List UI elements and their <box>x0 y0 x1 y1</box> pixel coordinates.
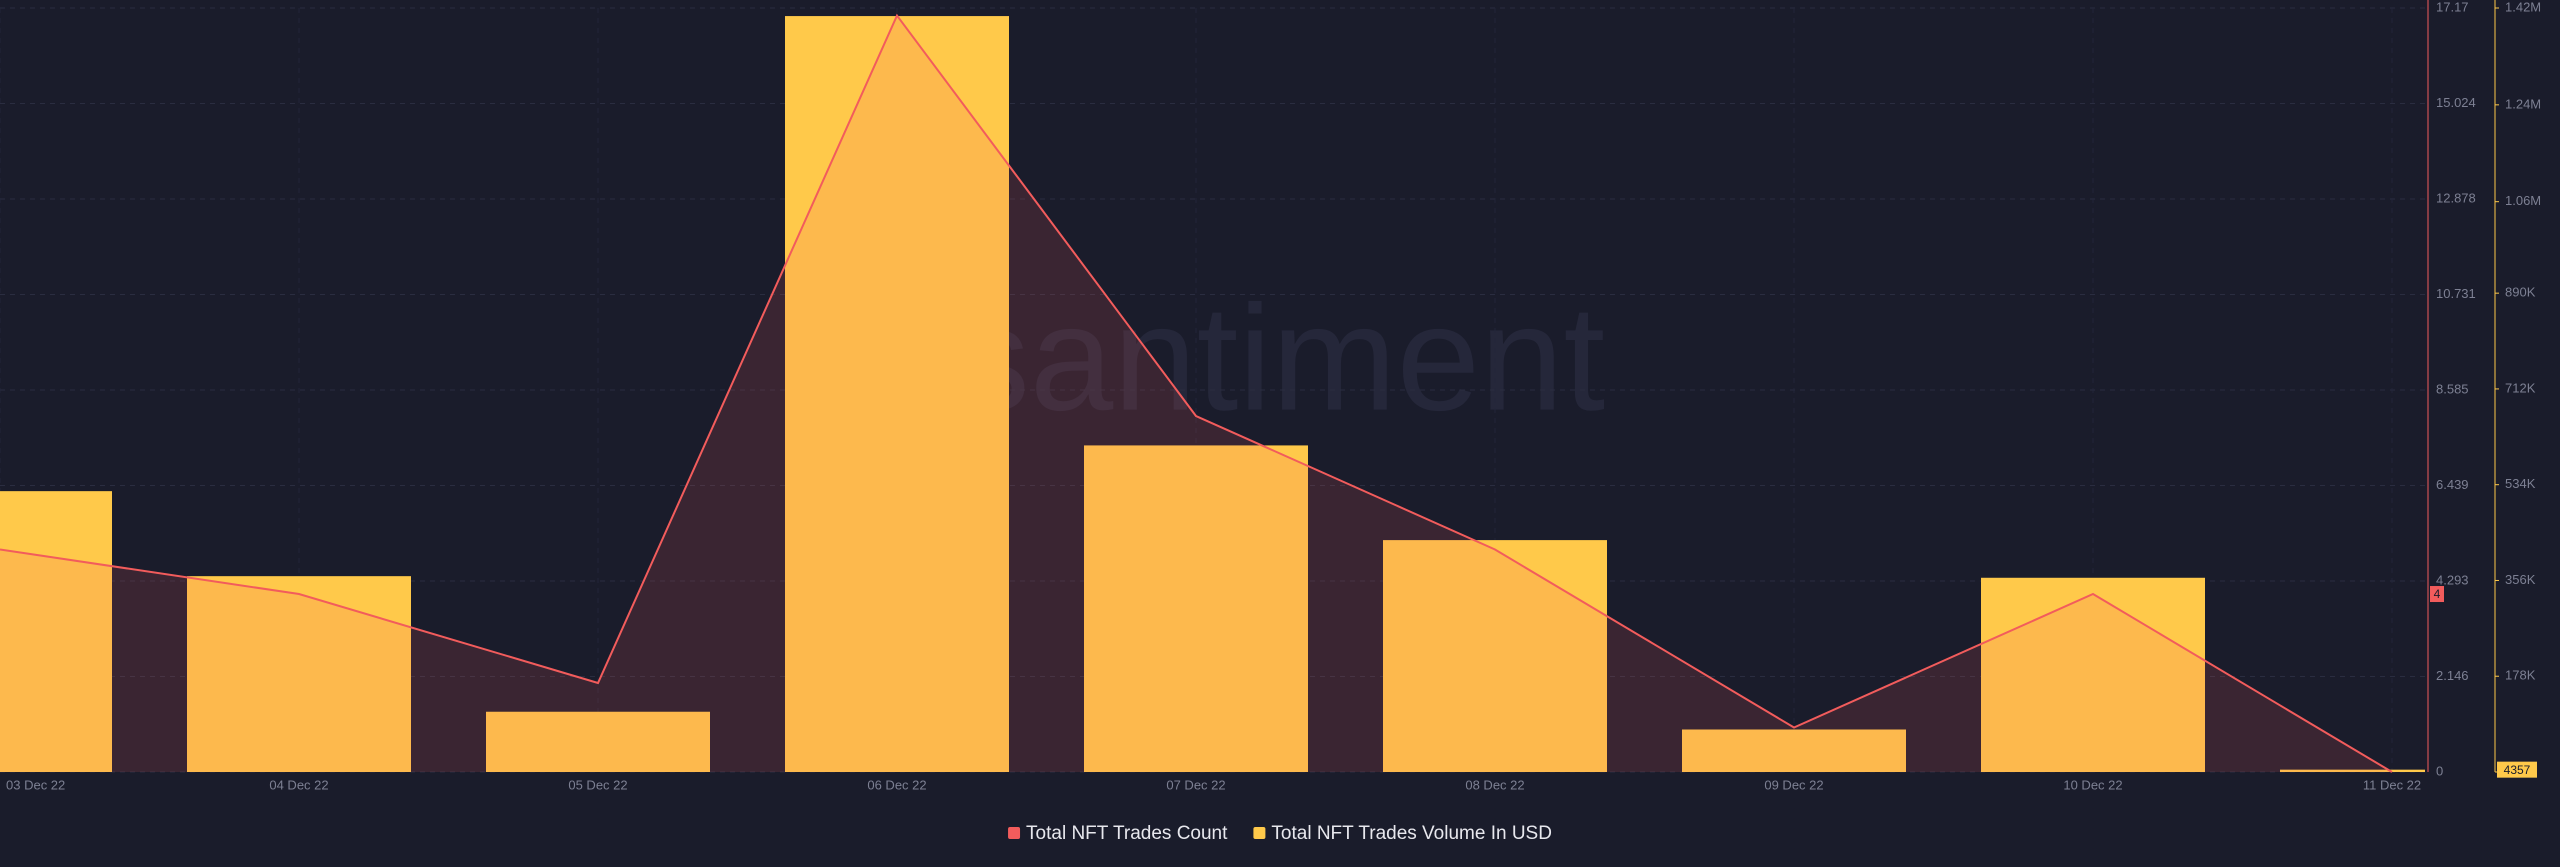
legend-label: Total NFT Trades Count <box>1026 823 1228 844</box>
y-tick-label: 12.878 <box>2436 190 2476 205</box>
x-tick-label: 03 Dec 22 <box>6 777 65 792</box>
y-tick-label: 6.439 <box>2436 477 2469 492</box>
x-tick-label: 11 Dec 22 <box>2363 777 2421 792</box>
bars <box>0 16 2425 772</box>
y2-tick-label: 1.42M <box>2505 0 2541 14</box>
x-tick-label: 05 Dec 22 <box>568 777 627 792</box>
y2-marker-label: 4357 <box>2504 763 2531 777</box>
legend-swatch <box>1253 827 1266 839</box>
y-marker-box <box>2430 586 2444 603</box>
bar <box>785 16 1009 772</box>
y2-tick-label: 178K <box>2505 668 2536 683</box>
legend: Total NFT Trades Count Total NFT Trades V… <box>1008 823 1552 844</box>
bar <box>0 491 112 772</box>
y-tick-label: 15.024 <box>2436 95 2476 110</box>
y2-tick-label: 534K <box>2505 476 2536 491</box>
bar <box>2280 769 2425 772</box>
area <box>0 15 2392 773</box>
y-tick-label: 2.146 <box>2436 668 2469 683</box>
y2-tick-label: 356K <box>2505 572 2536 587</box>
x-tick-label: 04 Dec 22 <box>269 777 328 792</box>
y2-tick-label: 1.06M <box>2505 193 2541 208</box>
line <box>0 13 2393 773</box>
x-tick-label: 10 Dec 22 <box>2063 777 2122 792</box>
x-tick-label: 06 Dec 22 <box>867 777 926 792</box>
bar <box>486 711 710 772</box>
bar <box>1383 540 1607 772</box>
y2-tick-label: 890K <box>2505 285 2536 300</box>
bar <box>1682 729 1906 772</box>
bar <box>1084 445 1308 772</box>
legend-swatch <box>1008 827 1021 839</box>
watermark: santiment <box>955 274 1605 442</box>
bar <box>1981 577 2205 772</box>
y2-tick-label: 712K <box>2505 380 2536 395</box>
y2-tick-label: 1.24M <box>2505 96 2541 111</box>
bar <box>187 576 411 772</box>
legend-label: Total NFT Trades Volume In USD <box>1271 823 1552 844</box>
y-tick-label: 4.293 <box>2436 572 2469 587</box>
y-tick-label: 0 <box>2436 763 2443 778</box>
y-tick-label: 8.585 <box>2436 381 2469 396</box>
y-tick-label: 17.17 <box>2436 0 2469 14</box>
x-tick-label: 08 Dec 22 <box>1465 777 1524 792</box>
y2-marker-box <box>2497 761 2537 778</box>
x-tick-label: 07 Dec 22 <box>1166 777 1225 792</box>
y-marker-label: 4 <box>2434 587 2441 601</box>
x-tick-label: 09 Dec 22 <box>1764 777 1823 792</box>
y-tick-label: 10.731 <box>2436 286 2476 301</box>
